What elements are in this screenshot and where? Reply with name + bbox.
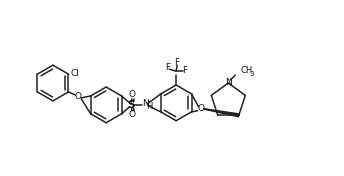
Text: F: F [165, 63, 170, 72]
Polygon shape [204, 109, 239, 117]
Text: O: O [129, 110, 136, 119]
Text: F: F [183, 66, 187, 75]
Text: S: S [128, 100, 135, 110]
Text: O: O [129, 90, 136, 99]
Text: CH: CH [240, 66, 252, 75]
Text: H: H [146, 102, 152, 111]
Text: 3: 3 [249, 71, 254, 77]
Text: N: N [225, 78, 232, 87]
Text: O: O [197, 104, 204, 113]
Text: N: N [142, 99, 149, 108]
Text: Cl: Cl [71, 69, 79, 78]
Text: F: F [174, 58, 180, 67]
Text: O: O [75, 92, 82, 101]
